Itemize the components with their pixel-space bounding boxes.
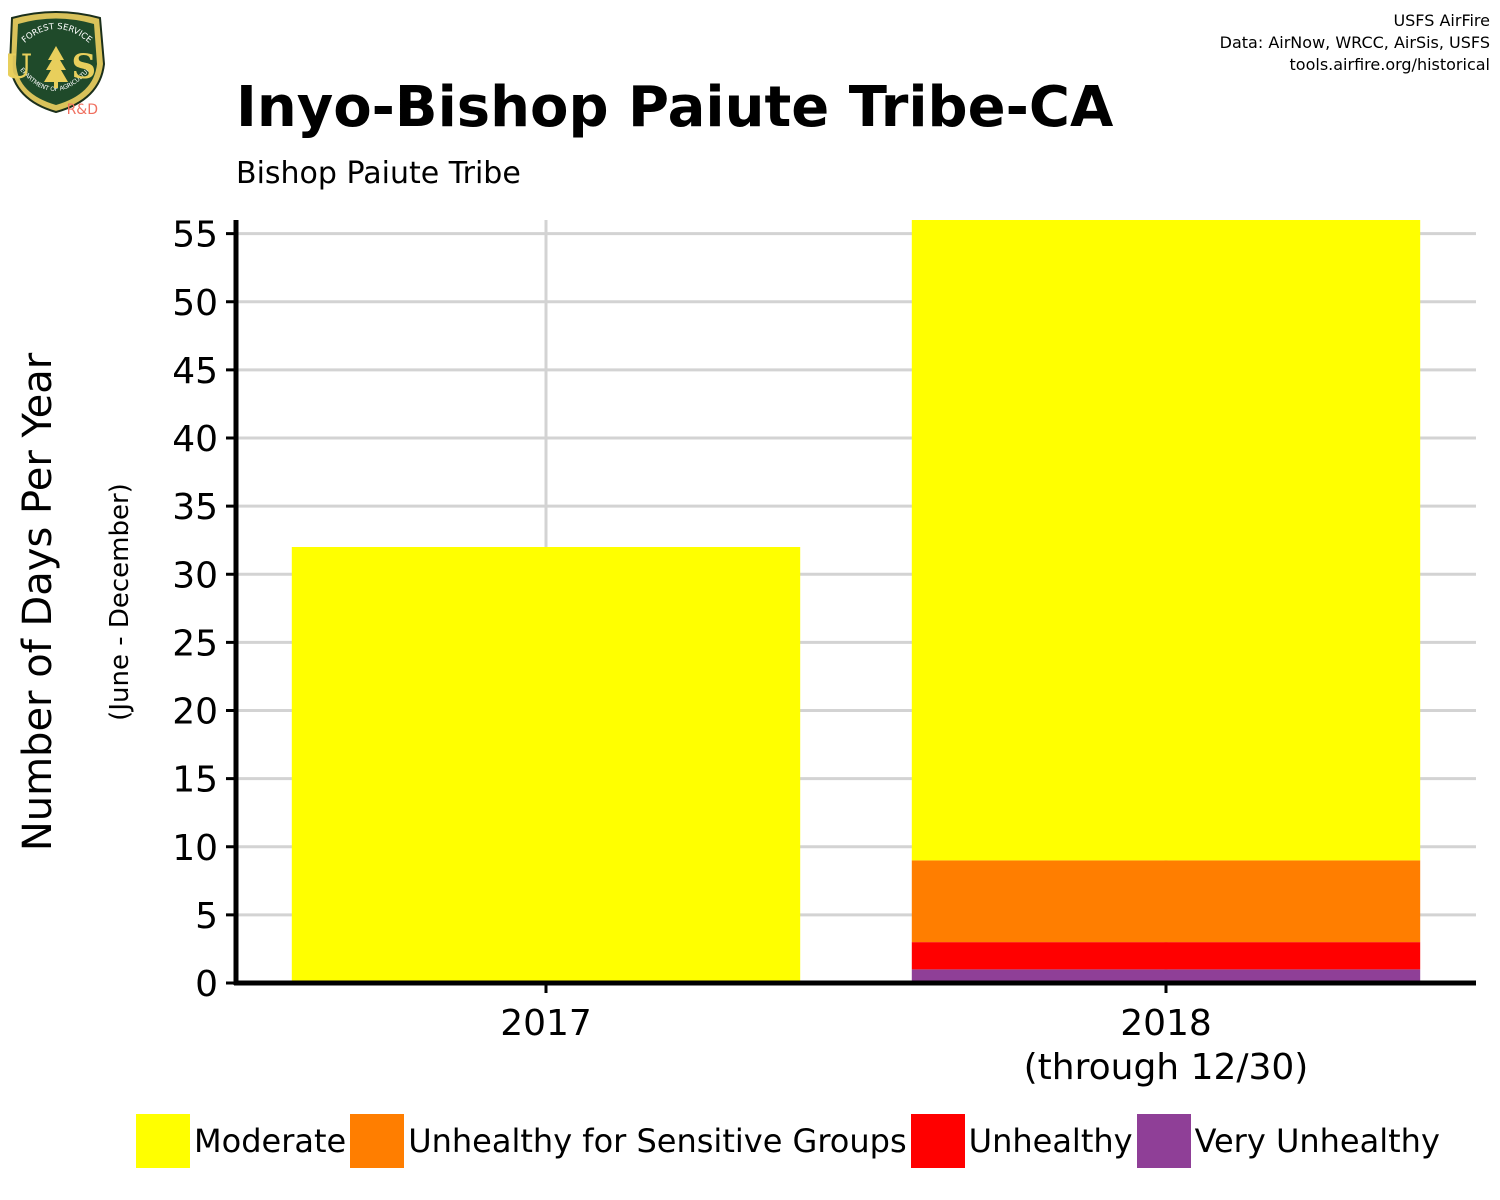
y-tick-label: 20: [172, 692, 218, 733]
credits: USFS AirFire Data: AirNow, WRCC, AirSis,…: [1220, 10, 1490, 76]
tree-icon: [44, 46, 68, 88]
bar-chart: 0 5 10 15 20 25 30 35 40 45 50 55 2017 2018(through 1…: [172, 215, 1476, 1088]
x-tick-sublabel: (through 12/30): [1024, 1047, 1309, 1088]
legend-item: Very Unhealthy: [1136, 1114, 1440, 1168]
legend-swatch: [910, 1114, 965, 1168]
page-subtitle: Bishop Paiute Tribe: [236, 156, 521, 191]
y-tick-label: 55: [172, 215, 218, 256]
legend-item: Unhealthy for Sensitive Groups: [350, 1114, 907, 1168]
bars: [291, 220, 1421, 983]
y-tick-label: 45: [172, 351, 218, 392]
legend-item: Unhealthy: [910, 1114, 1133, 1168]
legend-label: Unhealthy for Sensitive Groups: [408, 1122, 907, 1160]
logo-badge: R&D: [67, 102, 98, 118]
legend-swatch: [350, 1114, 405, 1168]
page-title: Inyo-Bishop Paiute Tribe-CA: [236, 75, 1114, 140]
x-tick-label: 2017: [500, 1003, 592, 1044]
bar-segment: [911, 220, 1421, 861]
y-tick-label: 0: [195, 964, 218, 1005]
y-tick-label: 15: [172, 760, 218, 801]
legend-label: Unhealthy: [968, 1122, 1133, 1160]
y-tick-label: 40: [172, 419, 218, 460]
y-tick-label: 50: [172, 283, 218, 324]
bar-segment: [911, 860, 1421, 943]
y-tick-label: 35: [172, 487, 218, 528]
axes: 0 5 10 15 20 25 30 35 40 45 50 55 2017 2018(through 1…: [172, 215, 1476, 1088]
legend-swatch: [136, 1114, 190, 1168]
y-tick-label: 25: [172, 623, 218, 664]
y-tick-label: 30: [172, 555, 218, 596]
legend-label: Moderate: [194, 1122, 347, 1160]
credit-line: Data: AirNow, WRCC, AirSis, USFS: [1219, 33, 1490, 52]
legend: Moderate Unhealthy for Sensitive Groups Un…: [136, 1114, 1444, 1168]
y-tick-label: 10: [172, 828, 218, 869]
legend-item: Moderate: [136, 1114, 346, 1168]
credit-line: tools.airfire.org/historical: [1289, 55, 1490, 74]
y-tick-label: 5: [195, 896, 218, 937]
bar-segment: [911, 969, 1421, 983]
bar-segment: [911, 942, 1421, 970]
legend-label: Very Unhealthy: [1194, 1122, 1440, 1160]
legend-swatch: [1136, 1114, 1191, 1168]
bar-segment: [291, 547, 801, 983]
credit-line: USFS AirFire: [1393, 11, 1490, 30]
x-tick-label: 2018: [1120, 1003, 1212, 1044]
usfs-shield-logo: FOREST SERVICE DEPARTMENT OF AGRICULTURE…: [8, 8, 106, 118]
